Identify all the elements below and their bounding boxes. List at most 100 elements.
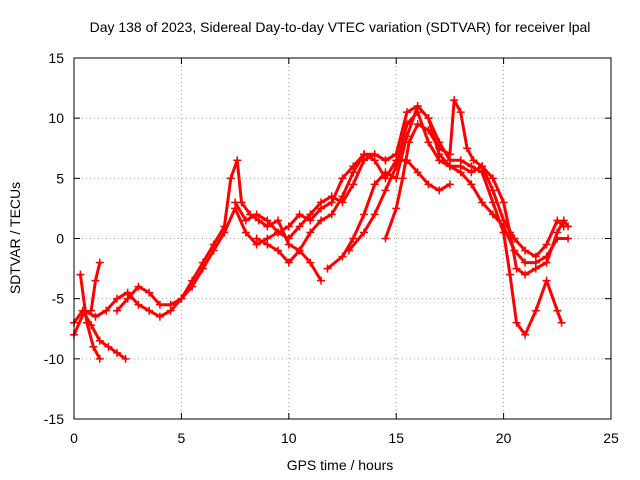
- data-point-marker: [370, 210, 379, 219]
- data-point-marker: [435, 144, 444, 153]
- data-point-marker: [506, 228, 515, 237]
- data-point-marker: [177, 294, 186, 303]
- data-point-marker: [263, 216, 272, 225]
- data-point-marker: [467, 168, 476, 177]
- data-point-marker: [80, 306, 89, 315]
- data-point-marker: [445, 180, 454, 189]
- data-point-marker: [370, 180, 379, 189]
- x-tick-label: 25: [603, 430, 619, 446]
- data-point-marker: [344, 246, 353, 255]
- data-point-marker: [91, 276, 100, 285]
- x-tick-label: 0: [70, 430, 78, 446]
- data-point-marker: [284, 258, 293, 267]
- data-point-marker: [531, 264, 540, 273]
- data-point-marker: [231, 198, 240, 207]
- data-point-marker: [323, 264, 332, 273]
- data-point-marker: [306, 216, 315, 225]
- x-tick-label: 5: [178, 430, 186, 446]
- data-point-marker: [521, 258, 530, 267]
- data-point-marker: [306, 228, 315, 237]
- data-point-marker: [295, 222, 304, 231]
- data-point-marker: [241, 228, 250, 237]
- x-tick-label: 15: [388, 430, 404, 446]
- data-point-marker: [559, 216, 568, 225]
- data-point-marker: [450, 96, 459, 105]
- data-point-marker: [349, 180, 358, 189]
- chart-title: Day 138 of 2023, Sidereal Day-to-day VTE…: [90, 19, 591, 35]
- data-point-marker: [123, 294, 132, 303]
- data-point-marker: [338, 192, 347, 201]
- data-point-marker: [82, 318, 91, 327]
- data-point-marker: [424, 180, 433, 189]
- data-point-marker: [104, 342, 113, 351]
- data-point-marker: [478, 162, 487, 171]
- data-point-marker: [274, 228, 283, 237]
- data-point-marker: [121, 354, 130, 363]
- data-point-marker: [284, 222, 293, 231]
- data-point-marker: [488, 210, 497, 219]
- data-point-marker: [424, 138, 433, 147]
- x-tick-label: 10: [281, 430, 297, 446]
- data-point-marker: [89, 342, 98, 351]
- data-point-marker: [252, 210, 261, 219]
- data-point-marker: [317, 276, 326, 285]
- data-point-marker: [327, 198, 336, 207]
- data-point-marker: [112, 306, 121, 315]
- data-point-marker: [274, 246, 283, 255]
- data-point-marker: [435, 156, 444, 165]
- data-point-marker: [359, 228, 368, 237]
- data-point-marker: [349, 168, 358, 177]
- data-point-marker: [499, 198, 508, 207]
- data-point-marker: [413, 120, 422, 129]
- data-point-marker: [76, 270, 85, 279]
- x-tick-label: 20: [496, 430, 512, 446]
- series-track-5: [115, 158, 323, 313]
- data-point-marker: [134, 282, 143, 291]
- data-point-marker: [381, 234, 390, 243]
- data-point-marker: [553, 228, 562, 237]
- data-point-marker: [166, 300, 175, 309]
- data-point-marker: [542, 276, 551, 285]
- y-tick-label: 10: [48, 110, 64, 126]
- data-point-marker: [488, 198, 497, 207]
- data-point-marker: [252, 234, 261, 243]
- data-point-marker: [506, 270, 515, 279]
- data-point-marker: [254, 216, 263, 225]
- data-point-marker: [456, 168, 465, 177]
- y-axis-label: SDTVAR / TECUs: [7, 182, 23, 294]
- data-point-marker: [467, 180, 476, 189]
- data-point-marker: [469, 156, 478, 165]
- y-tick-label: 5: [56, 170, 64, 186]
- data-point-marker: [488, 174, 497, 183]
- data-point-marker: [134, 300, 143, 309]
- data-point-marker: [209, 240, 218, 249]
- data-point-marker: [112, 294, 121, 303]
- grid: [74, 58, 611, 419]
- series-track-2: [78, 273, 102, 361]
- series-track-4: [72, 104, 564, 337]
- data-point-marker: [478, 198, 487, 207]
- data-point-marker: [370, 156, 379, 165]
- data-point-marker: [295, 210, 304, 219]
- data-point-marker: [198, 258, 207, 267]
- data-point-marker: [542, 240, 551, 249]
- data-point-marker: [564, 222, 573, 231]
- data-point-marker: [445, 150, 454, 159]
- data-point-marker: [91, 312, 100, 321]
- data-point-marker: [512, 318, 521, 327]
- data-point-marker: [317, 216, 326, 225]
- data-point-marker: [413, 108, 422, 117]
- data-point-marker: [521, 246, 530, 255]
- data-point-marker: [392, 162, 401, 171]
- data-point-marker: [405, 138, 414, 147]
- data-point-marker: [349, 234, 358, 243]
- data-point-marker: [359, 150, 368, 159]
- data-point-marker: [155, 312, 164, 321]
- data-point-marker: [233, 156, 242, 165]
- data-point-marker: [295, 246, 304, 255]
- data-point-marker: [402, 120, 411, 129]
- data-point-marker: [542, 258, 551, 267]
- data-point-marker: [512, 264, 521, 273]
- series-track-3: [89, 261, 102, 313]
